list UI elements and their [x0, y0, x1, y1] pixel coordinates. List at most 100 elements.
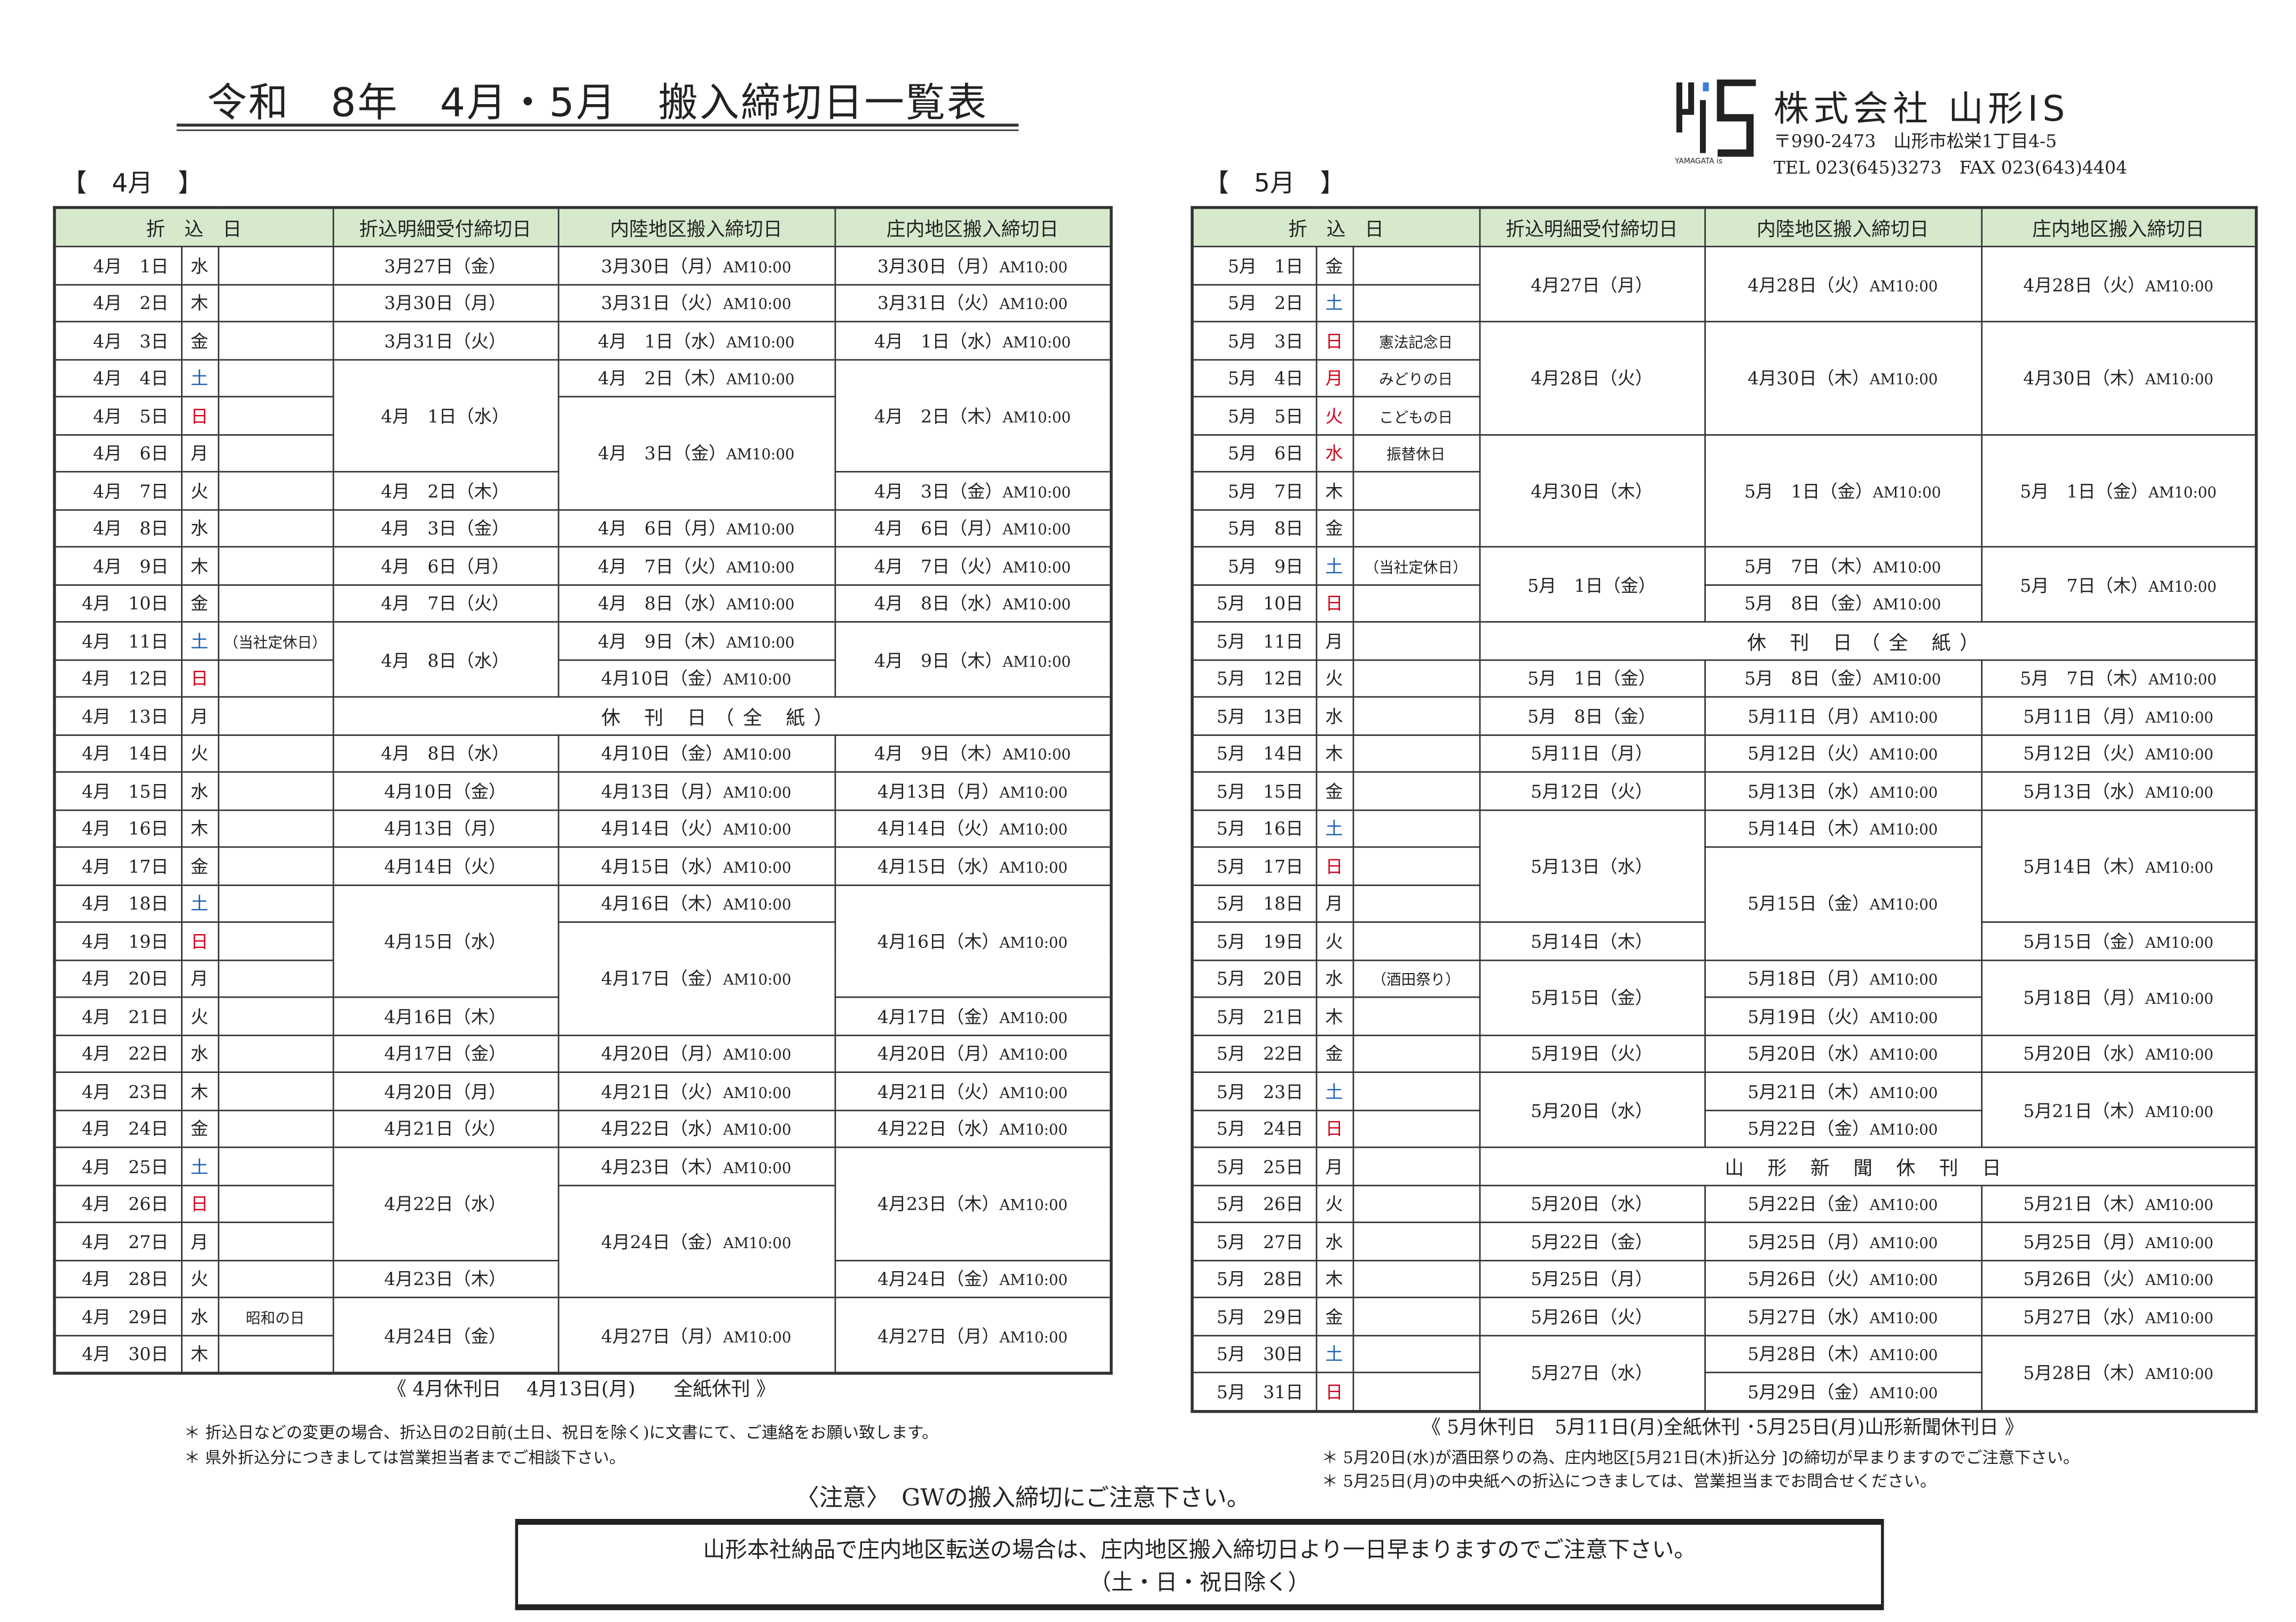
receipt-deadline-date: 5月20日（水）: [1531, 1194, 1653, 1215]
company-logo: YAMAGATA is: [1674, 79, 1756, 165]
inland-deadline-time: AM10:00: [723, 1086, 792, 1102]
april-note-2: ＊ 県外折込分につきましては営業担当者までご相談下さい。: [184, 1448, 626, 1468]
shonai-deadline: 3月30日（月）AM10:00: [834, 246, 1112, 285]
holiday-note: [1352, 283, 1480, 323]
inland-deadline-time: AM10:00: [1869, 748, 1938, 764]
inland-deadline-date: 4月10日（金）: [601, 668, 723, 689]
may-table-row: 5月 22日金 5月19日（火） 5月20日（水）AM10:00 5月20日（水）AM…: [1191, 1033, 2258, 1073]
inland-deadline-date: 3月31日（火）: [601, 293, 723, 314]
inland-deadline-time: AM10:00: [1869, 1273, 1938, 1290]
receipt-deadline: 5月20日（水）: [1478, 1184, 1705, 1224]
april-table-row: 4月 1日水 3月27日（金） 3月30日（月）AM10:00 3月30日（月）AM1…: [53, 246, 1112, 285]
inland-deadline-date: 4月17日（金）: [601, 969, 723, 990]
receipt-deadline-date: 5月15日（金）: [1531, 988, 1653, 1008]
insert-date: 4月 6日: [53, 433, 182, 473]
shonai-deadline-date: 4月24日（金）: [877, 1269, 1000, 1290]
weekday: 水: [180, 246, 219, 285]
inland-deadline: 4月21日（火）AM10:00: [557, 1071, 835, 1111]
insert-date: 5月 16日: [1191, 809, 1317, 848]
may-table-row: 5月 5日火こどもの日: [1191, 396, 2256, 435]
receipt-deadline-date: 4月14日（火）: [384, 856, 506, 877]
receipt-deadline: 5月25日（月）: [1478, 1259, 1705, 1298]
holiday-note: [217, 1184, 334, 1224]
weekday: 日: [1315, 583, 1353, 623]
receipt-deadline-date: 5月12日（火）: [1531, 781, 1653, 802]
insert-date: 4月 8日: [53, 508, 182, 548]
shonai-deadline: 4月28日（火）AM10:00: [1980, 246, 2258, 323]
inland-deadline: 5月21日（木）AM10:00: [1703, 1071, 1982, 1111]
april-table-row: 4月 5日日 4月 3日（金）AM10:00: [53, 396, 1111, 510]
holiday-note: [1352, 471, 1480, 510]
inland-deadline-time: AM10:00: [1869, 1048, 1938, 1065]
shonai-deadline: 4月 2日（木）AM10:00: [834, 358, 1112, 473]
shonai-deadline-time: AM10:00: [1002, 522, 1071, 539]
closure-cell: 山 形 新 聞 休 刊 日: [1478, 1146, 2258, 1186]
weekday: 月: [180, 1221, 219, 1261]
inland-deadline-date: 4月16日（木）: [601, 894, 723, 915]
inland-deadline-time: AM10:00: [726, 448, 795, 464]
shonai-deadline-time: AM10:00: [2145, 372, 2214, 389]
holiday-note: （酒田祭り）: [1352, 959, 1480, 998]
inland-deadline: 4月 6日（月）AM10:00: [557, 508, 835, 548]
insert-date: 5月 14日: [1191, 733, 1317, 773]
insert-date: 4月 23日: [53, 1071, 182, 1111]
shonai-deadline-date: 5月28日（木）: [2023, 1362, 2145, 1384]
inland-deadline-date: 4月27日（月）: [601, 1325, 723, 1346]
holiday-note: [217, 809, 334, 848]
inland-deadline-date: 4月 7日（火）: [598, 556, 726, 577]
insert-date: 4月 19日: [53, 921, 182, 961]
weekday: 水: [1315, 696, 1353, 735]
shonai-deadline: 4月 8日（水）AM10:00: [834, 583, 1112, 623]
weekday: 水: [1315, 959, 1353, 998]
may-note-1: ＊ 5月20日(水)が酒田祭りの為、庄内地区[5月21日(木)折込分 ]の締切が…: [1321, 1448, 2080, 1468]
holiday-note: （当社定休日）: [217, 621, 334, 660]
inland-deadline-time: AM10:00: [1869, 279, 1938, 295]
company-name: 株式会社 山形IS: [1773, 88, 2070, 130]
inland-deadline-time: AM10:00: [723, 673, 792, 689]
shonai-deadline-time: AM10:00: [2145, 748, 2214, 764]
shonai-deadline: 4月30日（木）AM10:00: [1980, 320, 2258, 435]
april-table-row: 4月 4日土 4月 1日（水） 4月 2日（木）AM10:00 4月 2日（木）AM1…: [53, 358, 1112, 473]
inland-deadline-time: AM10:00: [1869, 710, 1938, 727]
receipt-deadline: 5月 1日（金）: [1478, 546, 1705, 623]
inland-deadline-date: 5月 8日（金）: [1744, 593, 1873, 614]
receipt-deadline: 4月 8日（水）: [332, 621, 559, 698]
holiday-note: [217, 283, 334, 323]
insert-date: 5月 27日: [1191, 1221, 1317, 1261]
inland-deadline-date: 5月 8日（金）: [1744, 668, 1873, 689]
weekday: 木: [1315, 996, 1353, 1036]
shonai-deadline-date: 4月 8日（水）: [874, 593, 1003, 614]
inland-deadline: 5月28日（木）AM10:00: [1703, 1334, 1982, 1374]
insert-date: 4月 28日: [53, 1259, 182, 1298]
may-table-row: 5月 4日月みどりの日: [1191, 358, 2256, 398]
weekday: 火: [1315, 659, 1353, 698]
inland-deadline-date: 5月12日（火）: [1748, 743, 1870, 764]
inland-deadline: 5月15日（金）AM10:00: [1703, 846, 1982, 961]
shonai-deadline-time: AM10:00: [1002, 335, 1071, 351]
shonai-deadline-time: AM10:00: [1002, 598, 1071, 614]
april-table-row: 4月 20日月: [53, 959, 1111, 998]
weekday: 日: [1315, 320, 1353, 360]
inland-deadline: 5月22日（金）AM10:00: [1703, 1109, 1982, 1148]
shonai-deadline: 4月23日（木）AM10:00: [834, 1146, 1112, 1261]
may-table-row: 5月 9日土（当社定休日） 5月 1日（金） 5月 7日（木）AM10:00 5月 7…: [1191, 546, 2258, 623]
holiday-note: [1352, 809, 1480, 848]
insert-date: 4月 12日: [53, 659, 182, 698]
holiday-note: [217, 771, 334, 811]
weekday: 土: [1315, 809, 1353, 848]
holiday-note: [1352, 883, 1480, 923]
april-table-row: 4月 18日土 4月15日（水） 4月16日（木）AM10:00 4月16日（木）AM…: [53, 883, 1112, 998]
shonai-deadline-date: 4月17日（金）: [877, 1006, 1000, 1027]
weekday: 火: [1315, 921, 1353, 961]
holiday-note: [1352, 621, 1480, 660]
shonai-deadline-date: 4月 3日（金）: [874, 481, 1003, 502]
insert-date: 4月 24日: [53, 1109, 182, 1148]
holiday-note: [1352, 1184, 1480, 1224]
shonai-deadline: 5月 1日（金）AM10:00: [1980, 433, 2258, 548]
shonai-deadline-date: 3月30日（月）: [877, 255, 1000, 277]
shonai-deadline-date: 4月20日（月）: [877, 1044, 1000, 1065]
inland-deadline-date: 5月14日（木）: [1748, 818, 1870, 840]
insert-date: 5月 15日: [1191, 771, 1317, 811]
weekday: 火: [180, 996, 219, 1036]
weekday: 水: [1315, 1221, 1353, 1261]
